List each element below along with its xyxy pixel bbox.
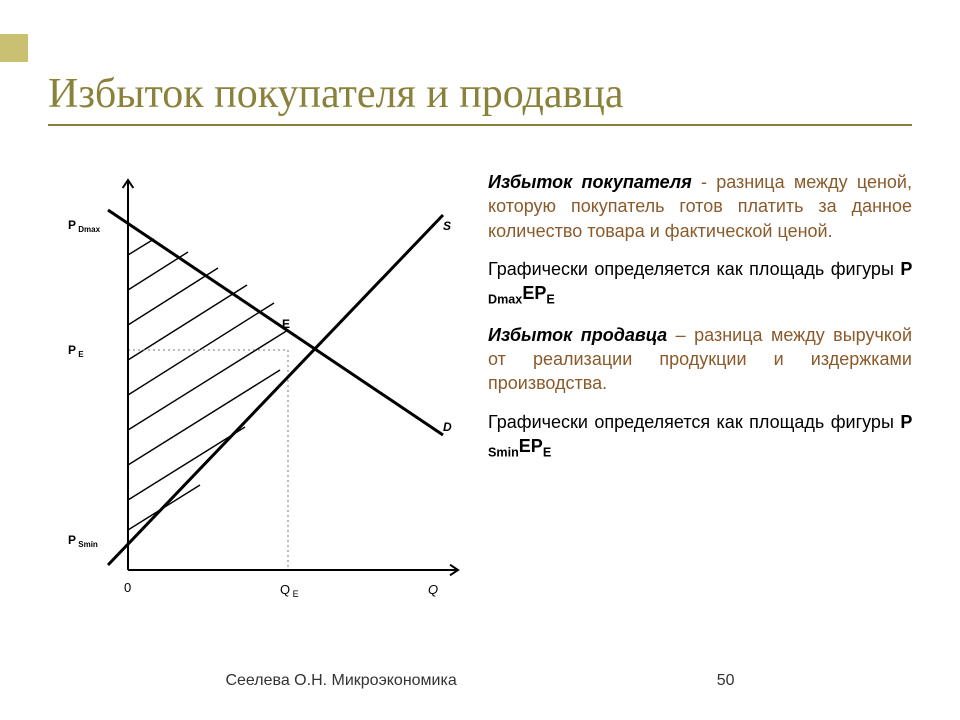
surplus-diagram: S D E P Dmax P E P Smin 0 Q E Q: [48, 170, 478, 600]
seller-term: Избыток продавца: [488, 325, 667, 345]
content-row: S D E P Dmax P E P Smin 0 Q E Q Избыток покупате…: [48, 170, 912, 630]
buyer-surplus-definition: Избыток покупателя - разница между ценой…: [488, 170, 912, 243]
svg-text:S: S: [443, 219, 451, 233]
seller-lead: Графически определяется как площадь фигу…: [488, 412, 900, 432]
accent-square: [0, 34, 28, 62]
svg-text:Q E: Q E: [280, 582, 299, 599]
svg-text:D: D: [443, 420, 452, 434]
svg-text:E: E: [282, 317, 290, 331]
svg-text:0: 0: [124, 580, 131, 595]
seller-dash: –: [667, 325, 694, 345]
buyer-graphic-ref: Графически определяется как площадь фигу…: [488, 257, 912, 309]
svg-text:Q: Q: [428, 582, 438, 597]
buyer-term: Избыток покупателя: [488, 172, 692, 192]
title-rule: [48, 124, 912, 126]
slide: Избыток покупателя и продавца S D E P Dmax P…: [0, 0, 960, 720]
svg-text:P Dmax: P Dmax: [68, 218, 101, 234]
footer-author: Сеелева О.Н. Микроэкономика: [225, 672, 456, 690]
seller-surplus-definition: Избыток продавца – разница между выручко…: [488, 323, 912, 396]
title-block: Избыток покупателя и продавца: [48, 70, 912, 126]
slide-title: Избыток покупателя и продавца: [48, 70, 912, 118]
definitions-text: Избыток покупателя - разница между ценой…: [478, 170, 912, 630]
seller-graphic-ref: Графически определяется как площадь фигу…: [488, 410, 912, 462]
footer: Сеелева О.Н. Микроэкономика 50: [0, 672, 960, 690]
chart-svg: S D E P Dmax P E P Smin 0 Q E Q: [48, 170, 478, 600]
svg-text:P E: P E: [68, 343, 84, 359]
footer-page: 50: [717, 672, 735, 689]
buyer-dash: -: [692, 172, 717, 192]
buyer-lead: Графически определяется как площадь фигу…: [488, 259, 900, 279]
svg-text:P Smin: P Smin: [68, 533, 98, 549]
